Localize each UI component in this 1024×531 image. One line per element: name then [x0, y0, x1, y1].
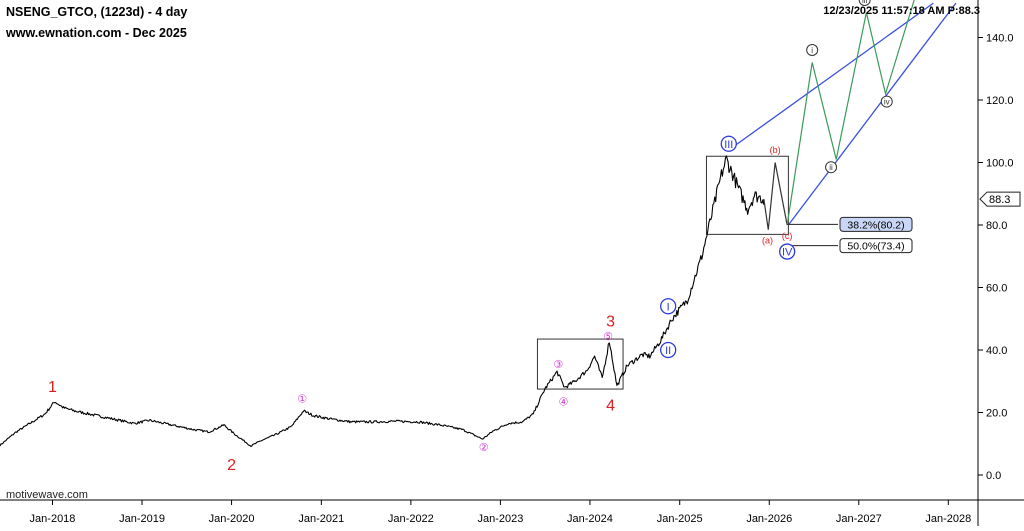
consolidation-box — [705, 155, 789, 235]
x-tick-label: Jan-2027 — [836, 513, 882, 525]
wave-label-primary: 3 — [606, 313, 615, 330]
x-tick-label: Jan-2024 — [567, 513, 613, 525]
fib-level-label: 50.0%(73.4) — [847, 241, 904, 253]
price-series-line — [0, 155, 765, 448]
fib-level-box — [839, 238, 913, 254]
wave-label-minor: ③ — [553, 359, 563, 371]
wave-label-intermediate: I — [667, 301, 670, 313]
y-tick-label: 120.0 — [986, 95, 1014, 107]
wave-label-intermediate: III — [724, 139, 733, 151]
wave-label-minor: ④ — [559, 397, 569, 409]
y-tick-label: 80.0 — [986, 220, 1007, 232]
chart-subtitle: www.ewnation.com - Dec 2025 — [6, 26, 187, 40]
fib-level-box — [839, 216, 913, 232]
wave-label-circle — [660, 298, 677, 315]
y-tick-label: 100.0 — [986, 158, 1014, 170]
watermark-label: motivewave.com — [6, 489, 88, 501]
x-tick-label: Jan-2022 — [388, 513, 434, 525]
wave-label-sub: (c) — [782, 231, 793, 241]
wave-label-intermediate: IV — [782, 247, 793, 259]
current-price-label: 88.3 — [989, 194, 1010, 206]
wave-label-circle — [660, 341, 677, 359]
x-tick-label: Jan-2019 — [119, 513, 165, 525]
wave-label-circle — [720, 135, 737, 152]
y-tick-label: 140.0 — [986, 33, 1014, 45]
wave-label-primary: 2 — [227, 457, 236, 474]
wave-label-sub: (b) — [770, 145, 781, 155]
wave-label-minute: i — [811, 46, 813, 55]
consolidation-box — [536, 338, 624, 390]
wave-projection-impulse-line — [786, 0, 915, 226]
wave-label-sub: (a) — [762, 236, 773, 246]
y-tick-label: 60.0 — [986, 283, 1007, 295]
fib-level-label: 38.2%(80.2) — [847, 219, 904, 231]
wave-label-circle — [880, 95, 893, 108]
channel-upper-line — [728, 2, 934, 151]
y-tick-label: 20.0 — [986, 408, 1007, 420]
status-readout: 12/23/2025 11:57:18 AM P:88.3 — [823, 5, 980, 17]
wave-label-minor: ② — [479, 442, 489, 454]
y-tick-label: 40.0 — [986, 345, 1007, 357]
wave-label-intermediate: II — [665, 345, 671, 357]
chart-title: NSENG_GTCO, (1223d) - 4 day — [6, 5, 188, 19]
x-tick-label: Jan-2020 — [209, 513, 255, 525]
current-price-marker — [979, 191, 1021, 207]
y-tick-label: 0.0 — [986, 470, 1001, 482]
wave-label-primary: 4 — [606, 398, 615, 415]
wave-label-circle — [806, 44, 819, 56]
x-tick-label: Jan-2026 — [746, 513, 792, 525]
wave-label-circle — [779, 243, 796, 260]
wave-projection-abc-line — [763, 162, 788, 230]
x-tick-label: Jan-2021 — [298, 513, 344, 525]
x-tick-label: Jan-2025 — [657, 513, 703, 525]
wave-label-minute: iii — [862, 0, 868, 5]
x-tick-label: Jan-2018 — [30, 513, 76, 525]
wave-label-circle — [825, 161, 838, 174]
wave-label-circle — [858, 0, 871, 6]
x-tick-label: Jan-2028 — [925, 513, 971, 525]
wave-label-minute: iv — [884, 98, 890, 107]
x-tick-label: Jan-2023 — [477, 513, 523, 525]
wave-label-primary: 1 — [48, 379, 57, 396]
wave-label-minute: ii — [829, 163, 833, 172]
wave-label-minor: ⑤ — [603, 331, 613, 343]
channel-lower-line — [787, 2, 957, 226]
wave-label-minor: ① — [297, 393, 307, 405]
